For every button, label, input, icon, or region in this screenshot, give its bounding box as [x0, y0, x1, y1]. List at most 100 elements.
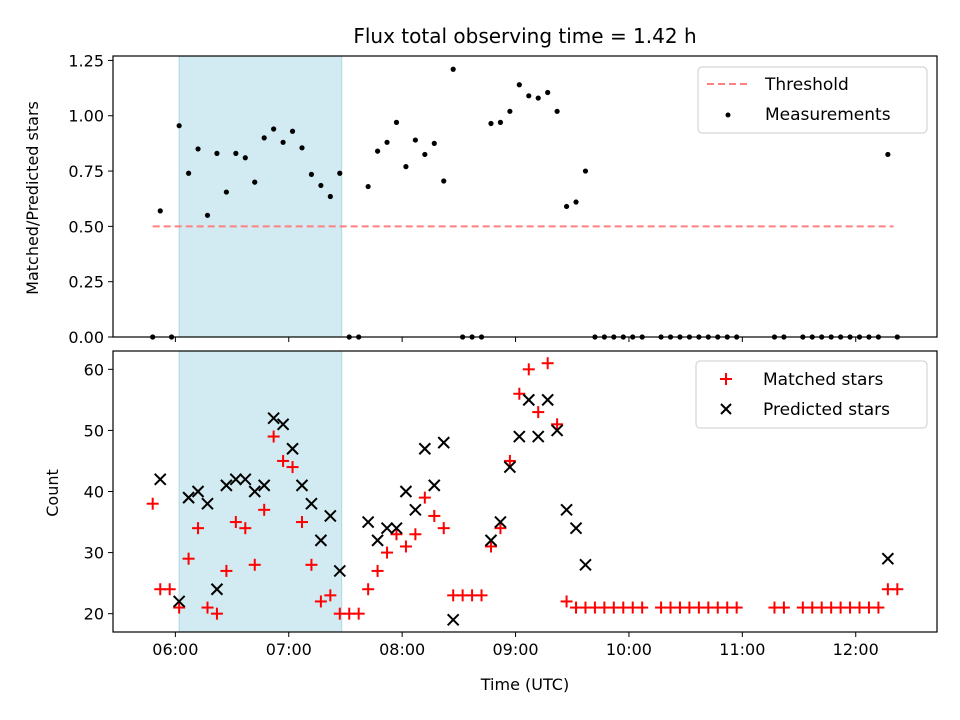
matched-point-29	[418, 491, 431, 504]
predicted-point-35	[541, 393, 554, 407]
predicted-point-6	[220, 479, 233, 492]
measurement-point-25	[384, 139, 390, 145]
predicted-point-7	[229, 473, 243, 486]
matched-point-72	[872, 601, 885, 614]
measurement-point-29	[422, 151, 428, 158]
measurement-point-17	[308, 171, 315, 177]
matched-point-6	[201, 601, 214, 614]
matched-point-12	[258, 503, 271, 516]
measurement-point-11	[252, 179, 258, 185]
predicted-point-22	[390, 521, 403, 535]
measurement-point-24	[374, 148, 381, 154]
predicted-point-13	[286, 442, 299, 455]
measurement-point-9	[233, 150, 239, 156]
measurement-point-8	[223, 189, 229, 195]
top-ytick-label-2: 0.50	[68, 217, 104, 236]
measurement-point-40	[526, 93, 532, 99]
matched-point-7	[210, 607, 223, 620]
matched-point-16	[295, 516, 308, 529]
bottom-shaded-interval	[178, 350, 343, 633]
matched-point-15	[286, 461, 299, 474]
measurement-point-43	[554, 108, 560, 114]
measurement-point-38	[507, 108, 513, 114]
matched-point-26	[390, 528, 403, 541]
measurement-point-30	[431, 140, 437, 146]
xtick-label-6: 12:00	[833, 640, 879, 659]
measurement-point-23	[365, 183, 371, 190]
bottom-ytick-label-3: 50	[84, 421, 104, 440]
measurement-point-7	[214, 150, 220, 156]
predicted-point-23	[399, 485, 413, 498]
predicted-point-29	[484, 534, 498, 547]
x-axis-label: Time (UTC)	[480, 675, 569, 694]
measurement-point-46	[582, 168, 589, 174]
measurement-point-39	[516, 82, 522, 88]
top-ytick-label-0: 0.00	[68, 328, 104, 347]
measurement-point-5	[195, 146, 201, 152]
matched-point-10	[239, 522, 252, 535]
top-ytick-label-3: 0.75	[68, 162, 104, 181]
predicted-point-9	[248, 485, 261, 498]
matched-point-13	[267, 430, 280, 443]
predicted-point-8	[239, 473, 252, 486]
predicted-point-10	[257, 479, 271, 492]
top-ytick-label-5: 1.25	[68, 51, 104, 70]
top-panel: 0.00 0.25 0.50 0.75 1.00 1.25	[68, 51, 938, 347]
matched-point-74	[891, 583, 904, 596]
predicted-point-3	[191, 485, 205, 498]
matched-point-40	[522, 363, 535, 376]
measurement-point-13	[271, 126, 277, 132]
matched-point-43	[551, 418, 564, 431]
matched-point-11	[248, 558, 261, 571]
matched-point-35	[475, 589, 488, 602]
measurement-point-26	[393, 119, 400, 125]
xtick-label-0: 06:00	[152, 640, 198, 659]
measurement-point-36	[488, 120, 494, 127]
matched-point-8	[220, 564, 233, 577]
measurement-point-19	[327, 193, 333, 200]
legend-matched-label: Matched stars	[763, 370, 883, 390]
predicted-point-39	[579, 558, 592, 572]
matched-point-9	[229, 516, 242, 529]
measurement-point-1	[157, 208, 163, 214]
matched-point-25	[381, 546, 394, 559]
predicted-point-26	[428, 479, 441, 492]
predicted-point-19	[361, 515, 375, 529]
matched-point-14	[277, 454, 290, 467]
measurement-point-6	[204, 212, 211, 218]
measurement-point-37	[497, 119, 504, 125]
predicted-point-15	[305, 497, 318, 510]
xtick-label-5: 11:00	[719, 640, 765, 659]
measurement-point-27	[403, 164, 409, 170]
matched-point-18	[314, 595, 327, 608]
predicted-point-4	[201, 497, 214, 510]
matched-point-30	[428, 509, 441, 522]
predicted-point-17	[324, 509, 337, 523]
top-shaded-interval	[178, 55, 343, 338]
top-legend: Threshold Measurements	[697, 66, 928, 134]
predicted-point-32	[513, 430, 526, 443]
predicted-point-1	[172, 595, 186, 608]
top-ytick-label-4: 1.00	[68, 107, 104, 126]
matched-point-61	[730, 601, 743, 614]
matched-point-27	[399, 540, 412, 553]
predicted-point-30	[494, 515, 507, 529]
measurement-point-44	[563, 203, 570, 210]
predicted-point-21	[380, 521, 394, 535]
bottom-ytick-label-0: 20	[84, 605, 104, 624]
predicted-point-20	[371, 534, 384, 547]
measurement-point-32	[450, 66, 456, 72]
xtick-label-1: 07:00	[266, 640, 312, 659]
measurement-point-12	[261, 135, 267, 141]
predicted-point-18	[333, 564, 346, 578]
matched-point-38	[503, 454, 516, 467]
legend-measurements-swatch	[725, 112, 731, 118]
matched-point-24	[371, 564, 384, 577]
matched-point-17	[305, 558, 318, 571]
matched-point-41	[532, 406, 545, 419]
measurement-point-20	[337, 170, 343, 176]
measurement-point-4	[185, 170, 192, 176]
measurement-point-3	[176, 123, 182, 129]
predicted-point-2	[182, 491, 195, 504]
